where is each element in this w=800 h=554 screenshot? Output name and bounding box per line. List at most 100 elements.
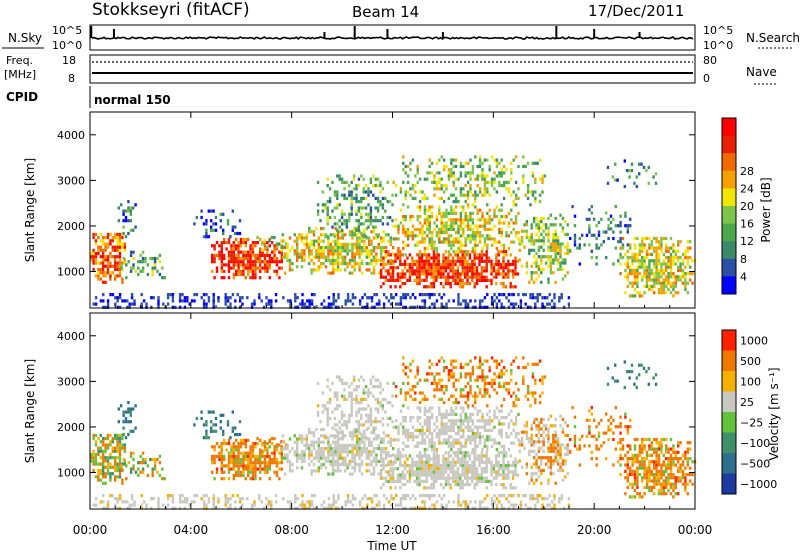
power-cell — [320, 255, 323, 259]
velocity-cell — [510, 409, 513, 413]
power-cell — [505, 234, 508, 238]
velocity-cell — [435, 381, 439, 385]
velocity-cell — [411, 425, 415, 429]
velocity-cell — [474, 432, 477, 436]
velocity-cell — [213, 445, 216, 449]
power-cell — [387, 262, 390, 266]
velocity-cell — [418, 432, 422, 436]
power-cell — [490, 302, 494, 306]
velocity-cell — [427, 457, 431, 461]
power-cell — [459, 161, 463, 165]
velocity-cell — [495, 473, 498, 477]
power-cell — [471, 221, 475, 225]
velocity-cell — [409, 394, 412, 398]
power-cell — [439, 269, 443, 273]
power-cell — [481, 224, 484, 228]
power-cell — [387, 269, 390, 273]
velocity-cell — [360, 397, 363, 401]
velocity-cell — [351, 450, 354, 454]
power-cell — [452, 211, 455, 215]
power-cell — [474, 299, 477, 303]
power-cell — [547, 258, 550, 262]
power-cell — [237, 253, 240, 257]
power-cell — [369, 206, 373, 210]
power-cell — [401, 262, 404, 267]
power-cell — [445, 302, 448, 306]
power-cell — [526, 187, 530, 191]
power-cell — [381, 196, 385, 200]
velocity-cell — [326, 436, 329, 440]
power-cell — [428, 218, 431, 222]
power-cell — [389, 239, 392, 243]
power-cell — [447, 250, 451, 254]
power-cell — [294, 299, 297, 303]
power-cell — [225, 241, 228, 245]
power-cell — [300, 265, 304, 269]
power-cell — [449, 262, 452, 267]
velocity-cell — [300, 434, 304, 438]
power-cell — [423, 269, 426, 273]
power-cell — [153, 260, 157, 264]
power-cell — [493, 187, 496, 191]
velocity-cell — [104, 459, 107, 463]
power-cell — [230, 250, 233, 254]
velocity-cell — [244, 442, 247, 446]
velocity-cell — [416, 406, 419, 410]
power-cell — [498, 218, 501, 222]
velocity-cell — [507, 476, 510, 480]
power-cell — [369, 190, 373, 194]
velocity-cell — [459, 422, 463, 426]
power-cell — [430, 234, 434, 238]
power-cell — [507, 211, 511, 215]
power-cell — [624, 211, 627, 215]
power-cell — [548, 302, 551, 306]
velocity-cell — [406, 444, 410, 448]
power-cell — [442, 240, 446, 244]
velocity-cell — [351, 453, 354, 457]
power-cell — [559, 251, 562, 256]
power-cell — [334, 239, 337, 243]
velocity-cell — [432, 460, 436, 464]
power-cell — [271, 241, 274, 245]
velocity-cell — [384, 397, 387, 401]
power-cell — [102, 251, 105, 256]
velocity-cell — [300, 466, 304, 470]
power-cell — [418, 215, 422, 219]
velocity-cell — [334, 434, 337, 438]
power-cell — [537, 220, 541, 224]
velocity-cell — [242, 464, 245, 468]
velocity-cell — [129, 420, 132, 424]
power-cell — [246, 296, 249, 300]
velocity-cell — [259, 451, 262, 455]
power-cell — [541, 177, 544, 181]
power-cell — [374, 225, 377, 229]
power-cell — [356, 249, 359, 253]
velocity-cell — [111, 449, 114, 453]
power-cell — [478, 161, 482, 165]
velocity-cell — [324, 434, 328, 438]
velocity-cell — [300, 440, 304, 444]
velocity-cell — [367, 413, 370, 417]
velocity-cell — [442, 470, 445, 474]
velocity-cell — [438, 412, 441, 416]
power-cell — [415, 272, 419, 276]
power-cell — [660, 268, 663, 272]
power-cell — [451, 269, 455, 273]
power-cell — [509, 282, 512, 286]
power-cell — [313, 293, 316, 297]
power-cell — [212, 299, 215, 303]
velocity-cell — [106, 433, 110, 437]
power-cell — [124, 219, 128, 223]
velocity-cell — [376, 420, 380, 424]
velocity-cell — [368, 450, 371, 454]
velocity-cell — [402, 441, 405, 445]
power-cell — [461, 262, 464, 267]
velocity-cell — [452, 385, 455, 389]
velocity-cell — [478, 435, 482, 439]
power-cell — [284, 252, 287, 256]
power-cell — [205, 222, 208, 226]
power-cell — [502, 250, 505, 254]
power-cell — [367, 215, 370, 220]
power-cell — [648, 262, 651, 266]
power-cell — [454, 272, 457, 276]
